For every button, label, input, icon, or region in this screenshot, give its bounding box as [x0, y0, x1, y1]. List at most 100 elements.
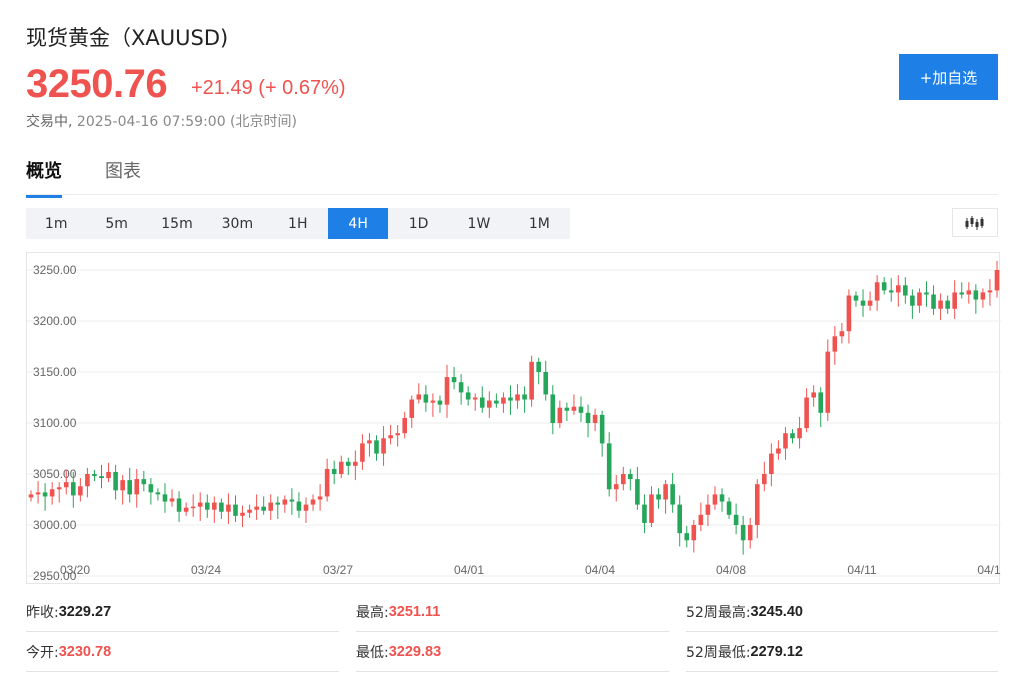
stat-52w-low: 52周最低: 2279.12	[686, 632, 998, 672]
candle-body	[148, 484, 154, 493]
x-tick-label: 03/27	[323, 563, 353, 577]
candle-body	[35, 492, 41, 495]
period-1mo[interactable]: 1M	[528, 215, 550, 232]
candle-body	[613, 484, 619, 490]
candle-body	[740, 525, 746, 541]
period-15m[interactable]: 15m	[161, 215, 193, 232]
candle-body	[754, 484, 760, 525]
candle-body	[374, 440, 379, 454]
candle-body	[839, 331, 845, 337]
period-4h[interactable]: 4H	[327, 208, 389, 239]
period-1m[interactable]: 1m	[44, 215, 68, 232]
candle-body	[437, 400, 443, 405]
candle-body	[620, 474, 626, 485]
candle-body	[628, 474, 633, 480]
candle-body	[966, 290, 972, 295]
candle-body	[811, 392, 816, 398]
candle-body	[324, 468, 330, 497]
add-to-watchlist-button[interactable]: +加自选	[899, 54, 998, 100]
y-tick-label: 3050.00	[33, 467, 77, 481]
candle-body	[776, 448, 781, 454]
candle-body	[846, 295, 852, 332]
candle-body	[571, 406, 577, 411]
candle-body	[458, 382, 464, 393]
y-tick-label: 3150.00	[33, 365, 77, 379]
candle-body	[106, 471, 111, 479]
y-tick-label: 3250.00	[33, 263, 77, 277]
candle-body	[282, 499, 288, 505]
candle-body	[444, 377, 450, 405]
candle-body	[423, 394, 429, 403]
chart-type-button[interactable]	[952, 208, 998, 237]
candle-body	[353, 461, 358, 466]
candle-body	[127, 480, 133, 495]
candle-body	[49, 489, 55, 497]
x-tick-label: 04/11	[847, 563, 876, 577]
y-tick-label: 3000.00	[33, 518, 77, 532]
stat-label: 今开:	[26, 644, 59, 661]
candle-body	[169, 498, 175, 502]
stat-label: 最高:	[356, 604, 389, 621]
candle-body	[881, 282, 887, 291]
candle-body	[543, 372, 549, 395]
candle-body	[712, 494, 718, 505]
tab-overview[interactable]: 概览	[26, 157, 62, 198]
candle-body	[233, 504, 238, 516]
candle-body	[684, 533, 690, 541]
stat-low: 最低: 3229.83	[356, 632, 669, 672]
candle-body	[945, 300, 950, 309]
stat-value: 3229.83	[388, 643, 442, 660]
candle-body	[649, 494, 654, 523]
stat-value: 2279.12	[750, 643, 803, 660]
stat-value: 3245.40	[750, 603, 803, 620]
candle-body	[240, 512, 245, 516]
status-label: 交易中,	[26, 114, 73, 130]
candle-body	[190, 506, 196, 509]
candle-body	[818, 392, 824, 413]
candle-body	[726, 501, 732, 515]
x-tick-label: 03/24	[191, 563, 221, 577]
candle-body	[952, 292, 957, 309]
candle-body	[254, 506, 259, 510]
candle-body	[56, 487, 62, 490]
period-1h[interactable]: 1H	[288, 215, 308, 232]
candle-body	[931, 294, 936, 309]
current-price: 3250.76	[26, 62, 168, 106]
candle-body	[747, 525, 753, 541]
x-tick-label: 04/04	[585, 563, 615, 577]
candle-body	[247, 509, 252, 513]
candle-body	[557, 407, 563, 423]
candle-body	[176, 498, 182, 512]
candle-body	[529, 361, 534, 400]
period-1d[interactable]: 1D	[408, 215, 429, 232]
y-tick-label: 3200.00	[33, 314, 77, 328]
candle-body	[903, 285, 908, 296]
price-chart[interactable]: 3250.00 3200.00 3150.00 3100.00 3050.00 3000.…	[26, 252, 1001, 584]
candle-body	[317, 496, 323, 500]
x-tick-label: 04/08	[716, 563, 746, 577]
stat-label: 最低:	[356, 644, 389, 661]
candle-body	[296, 501, 302, 511]
candle-body	[183, 507, 189, 512]
candle-body	[860, 300, 866, 306]
candle-body	[663, 484, 668, 500]
stat-value: 3251.11	[388, 603, 441, 620]
candle-body	[303, 504, 309, 511]
period-30m[interactable]: 30m	[221, 215, 254, 232]
candle-body	[367, 440, 372, 444]
period-5m[interactable]: 5m	[105, 215, 128, 232]
tab-chart[interactable]: 图表	[105, 161, 141, 182]
candle-body	[212, 502, 217, 510]
x-tick-label: 03/20	[60, 563, 90, 577]
candle-body	[924, 292, 929, 295]
candle-body	[917, 292, 922, 306]
candle-body	[275, 502, 281, 505]
price-change: +21.49 (+ 0.67%)	[191, 77, 346, 99]
period-1w[interactable]: 1W	[467, 215, 491, 232]
candle-body	[85, 474, 90, 487]
candle-body	[465, 392, 471, 400]
period-selector: 1m 5m 15m 30m 1H 4H 1D 1W 1M	[26, 208, 570, 239]
candle-body	[733, 514, 739, 525]
candle-body	[987, 290, 993, 293]
candle-body	[28, 494, 34, 498]
